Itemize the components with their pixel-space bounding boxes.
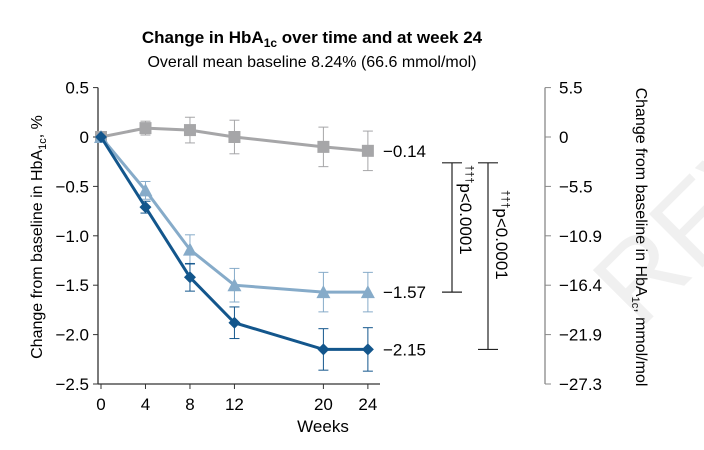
data-point-diamond [139,201,152,214]
series-line-diamond [99,136,368,351]
y-tick-label: 0 [80,128,89,147]
data-point-square [183,124,196,137]
y-tick-label: −1.5 [55,276,89,295]
y-right-tick-label: 5.5 [559,79,583,98]
y-tick-label: 0.5 [65,79,89,98]
p-value-label: †††p<0.0001 [492,190,511,280]
chart-title: Change in HbA1c over time and at week 24 [142,28,483,50]
data-point-triangle [182,242,197,256]
y-tick-label: −0.5 [55,177,89,196]
y-right-tick-label: −21.9 [559,326,602,345]
data-point-triangle [316,285,331,299]
y-axis-left-label: Change from baseline in HbA1c, % [29,115,49,359]
data-point-diamond [361,343,374,356]
series-line-square [100,126,369,153]
y-tick-label: −1.0 [55,227,89,246]
y-right-tick-label: −27.3 [559,375,602,394]
y-right-tick-label: −5.5 [559,177,593,196]
x-tick-label: 0 [96,395,105,414]
y-axis-right-label: Change from baseline in HbA1c, mmol/mol [629,88,649,387]
data-point-square [317,140,330,153]
x-tick-label: 24 [358,395,377,414]
x-tick-label: 12 [225,395,244,414]
y-tick-label: −2.5 [55,375,89,394]
x-tick-label: 4 [141,395,150,414]
data-point-triangle [360,285,375,299]
data-point-diamond [317,343,330,356]
end-value-label: −0.14 [383,142,426,161]
data-point-diamond [183,271,196,284]
data-point-triangle [227,278,242,292]
y-right-tick-label: 0 [559,128,568,147]
end-value-label: −2.15 [383,340,426,359]
x-tick-label: 20 [314,395,333,414]
series-line-triangle [99,136,368,294]
p-value-label: †††p<0.0001 [456,165,475,255]
x-tick-label: 8 [185,395,194,414]
data-point-triangle [138,183,153,197]
data-point-square [228,131,241,143]
data-point-square [361,144,374,157]
chart-subtitle: Overall mean baseline 8.24% (66.6 mmol/m… [147,54,476,71]
plot-area: 0.5 5.5 0 0 −0.5 −5.5 −1.0 −10.9 −1.5 −16.4 −2.0 −2… [55,79,602,414]
y-right-tick-label: −16.4 [559,276,602,295]
x-axis-label: Weeks [297,417,349,436]
y-tick-label: −2.0 [55,326,89,345]
end-value-label: −1.57 [383,283,426,302]
data-point-diamond [228,316,241,329]
data-point-square [139,122,152,135]
y-right-tick-label: −10.9 [559,227,602,246]
data-point-diamond [95,131,107,143]
